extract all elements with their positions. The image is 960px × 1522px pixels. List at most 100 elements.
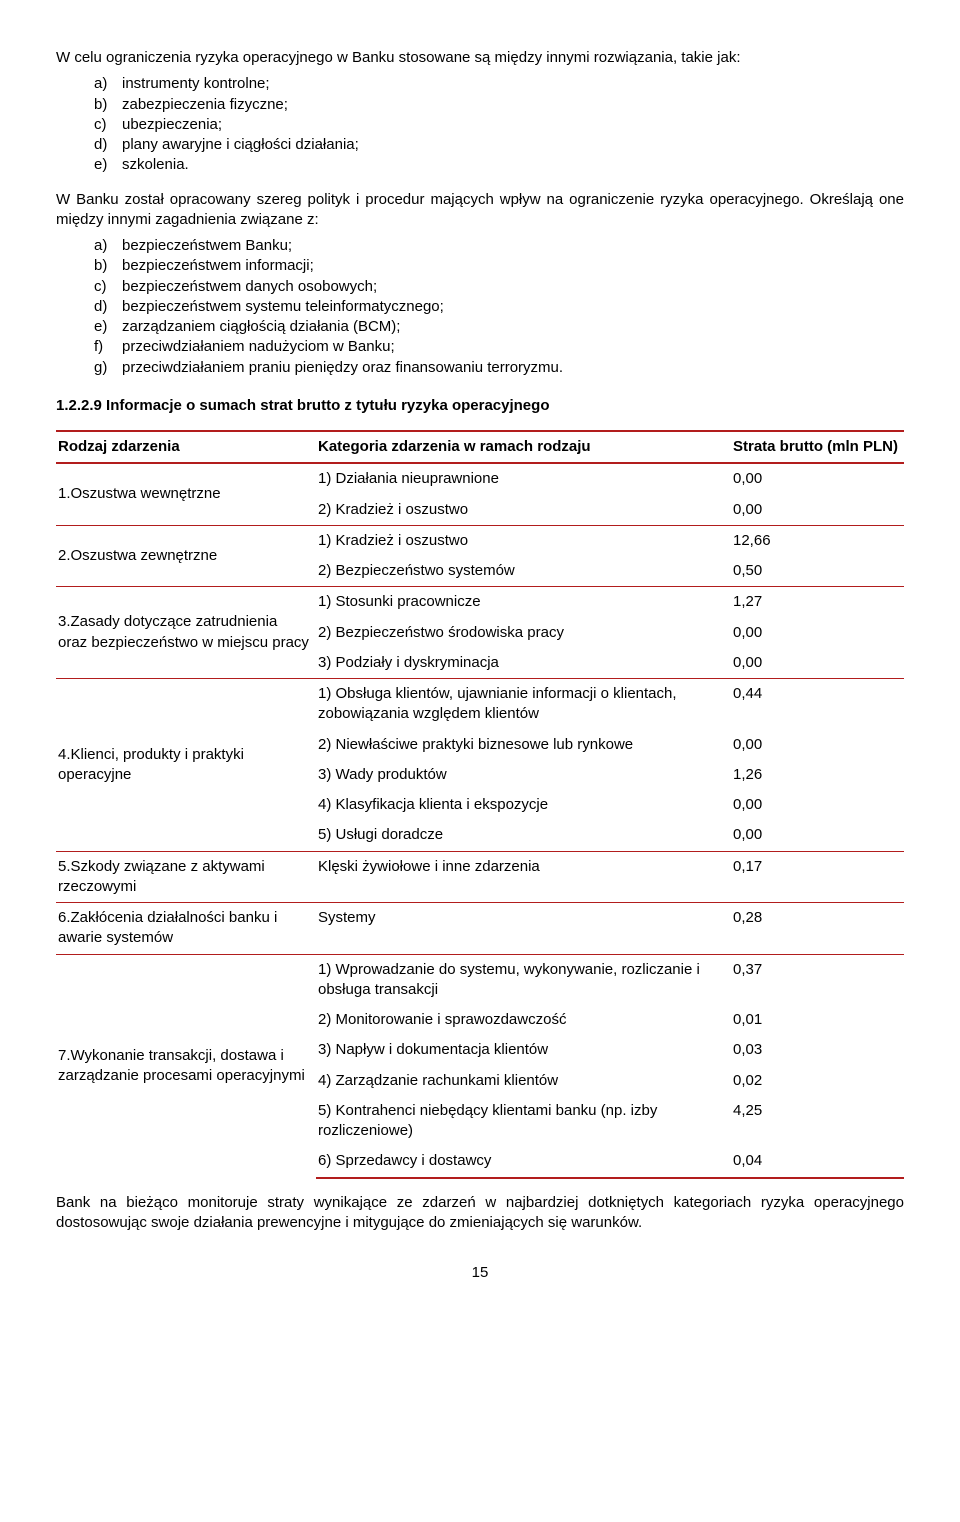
- list-text: bezpieczeństwem danych osobowych;: [122, 277, 904, 297]
- event-type-cell: 4.Klienci, produkty i praktyki operacyjn…: [56, 679, 316, 852]
- value-cell: 0,02: [715, 1066, 904, 1096]
- value-cell: 0,00: [715, 730, 904, 760]
- list-text: bezpieczeństwem systemu teleinformatyczn…: [122, 297, 904, 317]
- category-cell: 3) Napływ i dokumentacja klientów: [316, 1035, 715, 1065]
- category-cell: Systemy: [316, 903, 715, 955]
- closing-paragraph: Bank na bieżąco monitoruje straty wynika…: [56, 1193, 904, 1234]
- list-item: b)zabezpieczenia fizyczne;: [56, 95, 904, 115]
- table-body: 1.Oszustwa wewnętrzne1) Działania nieupr…: [56, 463, 904, 1177]
- list-marker: a): [94, 236, 122, 256]
- value-cell: 4,25: [715, 1096, 904, 1147]
- list-text: instrumenty kontrolne;: [122, 74, 904, 94]
- category-cell: 2) Bezpieczeństwo środowiska pracy: [316, 618, 715, 648]
- event-type-cell: 3.Zasady dotyczące zatrudnienia oraz bez…: [56, 587, 316, 679]
- value-cell: 1,26: [715, 760, 904, 790]
- table-row: 2.Oszustwa zewnętrzne1) Kradzież i oszus…: [56, 525, 904, 556]
- list-item: c)ubezpieczenia;: [56, 115, 904, 135]
- table-header-value: Strata brutto (mln PLN): [715, 431, 904, 463]
- category-cell: 5) Usługi doradcze: [316, 820, 715, 851]
- table-header-row: Rodzaj zdarzenia Kategoria zdarzenia w r…: [56, 431, 904, 463]
- table-row: 6.Zakłócenia działalności banku i awarie…: [56, 903, 904, 955]
- page-number: 15: [56, 1263, 904, 1283]
- list-item: e)zarządzaniem ciągłością działania (BCM…: [56, 317, 904, 337]
- value-cell: 0,04: [715, 1146, 904, 1177]
- value-cell: 0,00: [715, 463, 904, 494]
- category-cell: Klęski żywiołowe i inne zdarzenia: [316, 851, 715, 903]
- list-text: ubezpieczenia;: [122, 115, 904, 135]
- value-cell: 0,44: [715, 679, 904, 730]
- intro-lead: W celu ograniczenia ryzyka operacyjnego …: [56, 48, 904, 68]
- policies-list: a)bezpieczeństwem Banku; b)bezpieczeństw…: [56, 236, 904, 378]
- category-cell: 1) Stosunki pracownicze: [316, 587, 715, 618]
- list-item: e)szkolenia.: [56, 155, 904, 175]
- list-marker: f): [94, 337, 122, 357]
- category-cell: 4) Zarządzanie rachunkami klientów: [316, 1066, 715, 1096]
- list-text: bezpieczeństwem Banku;: [122, 236, 904, 256]
- table-row: 5.Szkody związane z aktywami rzeczowymiK…: [56, 851, 904, 903]
- section-heading: 1.2.2.9 Informacje o sumach strat brutto…: [56, 396, 904, 416]
- event-type-cell: 5.Szkody związane z aktywami rzeczowymi: [56, 851, 316, 903]
- category-cell: 4) Klasyfikacja klienta i ekspozycje: [316, 790, 715, 820]
- intro-list: a)instrumenty kontrolne; b)zabezpieczeni…: [56, 74, 904, 175]
- list-item: a)instrumenty kontrolne;: [56, 74, 904, 94]
- list-text: bezpieczeństwem informacji;: [122, 256, 904, 276]
- event-type-cell: 6.Zakłócenia działalności banku i awarie…: [56, 903, 316, 955]
- value-cell: 0,01: [715, 1005, 904, 1035]
- list-marker: e): [94, 155, 122, 175]
- event-type-cell: 2.Oszustwa zewnętrzne: [56, 525, 316, 587]
- category-cell: 2) Kradzież i oszustwo: [316, 495, 715, 526]
- list-item: b)bezpieczeństwem informacji;: [56, 256, 904, 276]
- category-cell: 1) Działania nieuprawnione: [316, 463, 715, 494]
- list-text: plany awaryjne i ciągłości działania;: [122, 135, 904, 155]
- list-marker: c): [94, 277, 122, 297]
- table-header-category: Kategoria zdarzenia w ramach rodzaju: [316, 431, 715, 463]
- policies-lead: W Banku został opracowany szereg polityk…: [56, 190, 904, 231]
- table-header-type: Rodzaj zdarzenia: [56, 431, 316, 463]
- list-item: g)przeciwdziałaniem praniu pieniędzy ora…: [56, 358, 904, 378]
- category-cell: 3) Podziały i dyskryminacja: [316, 648, 715, 679]
- category-cell: 2) Bezpieczeństwo systemów: [316, 556, 715, 587]
- list-text: przeciwdziałaniem nadużyciom w Banku;: [122, 337, 904, 357]
- value-cell: 0,00: [715, 820, 904, 851]
- value-cell: 0,50: [715, 556, 904, 587]
- list-text: szkolenia.: [122, 155, 904, 175]
- category-cell: 2) Niewłaściwe praktyki biznesowe lub ry…: [316, 730, 715, 760]
- value-cell: 0,00: [715, 495, 904, 526]
- list-marker: d): [94, 135, 122, 155]
- value-cell: 1,27: [715, 587, 904, 618]
- list-marker: b): [94, 256, 122, 276]
- list-marker: e): [94, 317, 122, 337]
- value-cell: 0,28: [715, 903, 904, 955]
- event-type-cell: 7.Wykonanie transakcji, dostawa i zarząd…: [56, 954, 316, 1178]
- list-marker: g): [94, 358, 122, 378]
- category-cell: 1) Wprowadzanie do systemu, wykonywanie,…: [316, 954, 715, 1005]
- value-cell: 12,66: [715, 525, 904, 556]
- category-cell: 5) Kontrahenci niebędący klientami banku…: [316, 1096, 715, 1147]
- list-item: f)przeciwdziałaniem nadużyciom w Banku;: [56, 337, 904, 357]
- list-text: przeciwdziałaniem praniu pieniędzy oraz …: [122, 358, 904, 378]
- list-item: d)bezpieczeństwem systemu teleinformatyc…: [56, 297, 904, 317]
- list-marker: a): [94, 74, 122, 94]
- value-cell: 0,00: [715, 618, 904, 648]
- value-cell: 0,00: [715, 648, 904, 679]
- table-row: 4.Klienci, produkty i praktyki operacyjn…: [56, 679, 904, 730]
- value-cell: 0,37: [715, 954, 904, 1005]
- table-row: 3.Zasady dotyczące zatrudnienia oraz bez…: [56, 587, 904, 618]
- value-cell: 0,03: [715, 1035, 904, 1065]
- value-cell: 0,00: [715, 790, 904, 820]
- category-cell: 3) Wady produktów: [316, 760, 715, 790]
- list-item: a)bezpieczeństwem Banku;: [56, 236, 904, 256]
- list-marker: b): [94, 95, 122, 115]
- list-item: d)plany awaryjne i ciągłości działania;: [56, 135, 904, 155]
- category-cell: 2) Monitorowanie i sprawozdawczość: [316, 1005, 715, 1035]
- list-text: zabezpieczenia fizyczne;: [122, 95, 904, 115]
- list-item: c)bezpieczeństwem danych osobowych;: [56, 277, 904, 297]
- list-marker: c): [94, 115, 122, 135]
- list-marker: d): [94, 297, 122, 317]
- category-cell: 1) Obsługa klientów, ujawnianie informac…: [316, 679, 715, 730]
- table-row: 1.Oszustwa wewnętrzne1) Działania nieupr…: [56, 463, 904, 494]
- value-cell: 0,17: [715, 851, 904, 903]
- table-row: 7.Wykonanie transakcji, dostawa i zarząd…: [56, 954, 904, 1005]
- list-text: zarządzaniem ciągłością działania (BCM);: [122, 317, 904, 337]
- category-cell: 6) Sprzedawcy i dostawcy: [316, 1146, 715, 1177]
